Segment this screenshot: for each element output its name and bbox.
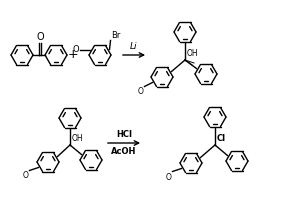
Text: Cl: Cl bbox=[217, 134, 226, 143]
Text: O: O bbox=[36, 32, 44, 42]
Text: Br: Br bbox=[112, 30, 121, 40]
Text: O: O bbox=[73, 45, 80, 54]
Text: O: O bbox=[166, 172, 172, 182]
Text: OH: OH bbox=[72, 134, 84, 143]
Text: AcOH: AcOH bbox=[111, 147, 137, 156]
Text: O: O bbox=[22, 171, 28, 180]
Text: Li: Li bbox=[130, 42, 138, 51]
Text: OH: OH bbox=[187, 49, 199, 58]
Text: O: O bbox=[138, 88, 143, 97]
Text: +: + bbox=[68, 48, 78, 62]
Text: HCl: HCl bbox=[116, 130, 132, 139]
